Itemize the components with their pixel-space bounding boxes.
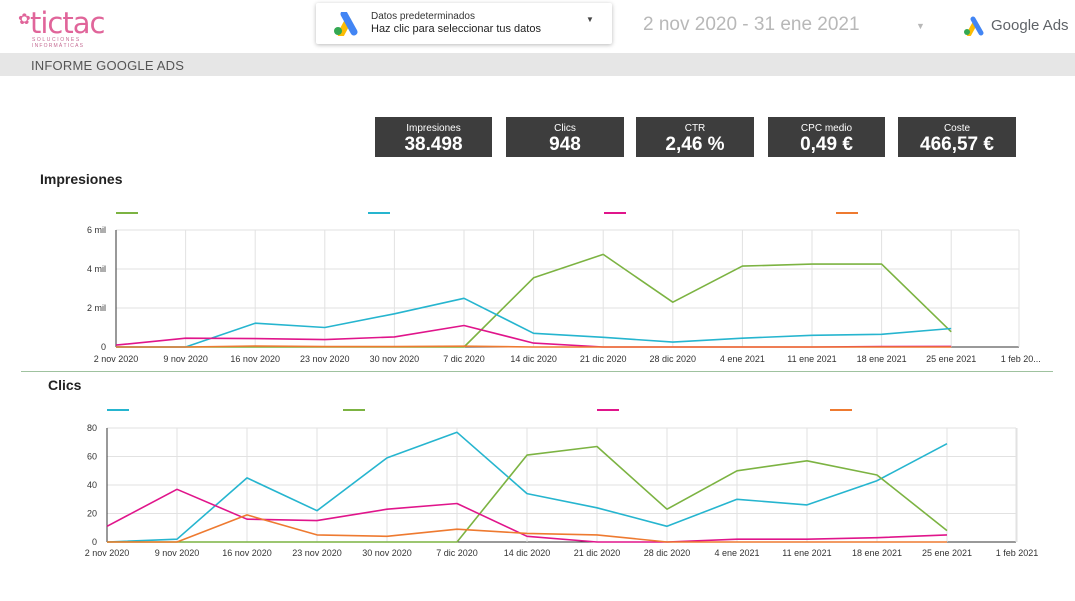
report-title: INFORME GOOGLE ADS bbox=[31, 58, 185, 73]
kpi-label: Clics bbox=[554, 123, 576, 134]
series-line[interactable] bbox=[116, 253, 952, 348]
y-tick-label: 80 bbox=[87, 423, 97, 433]
series-line[interactable] bbox=[106, 488, 948, 543]
kpi-coste[interactable]: Coste 466,57 € bbox=[898, 117, 1016, 157]
google-ads-label: Google Ads bbox=[991, 17, 1069, 34]
kpi-ctr[interactable]: CTR 2,46 % bbox=[636, 117, 754, 157]
kpi-label: Coste bbox=[943, 123, 971, 134]
kpi-label: Impresiones bbox=[406, 123, 461, 134]
x-tick-label: 30 nov 2020 bbox=[362, 548, 412, 558]
x-tick-label: 14 dic 2020 bbox=[510, 354, 557, 364]
date-range-text: 2 nov 2020 - 31 ene 2021 bbox=[643, 14, 860, 35]
clics-line-chart[interactable]: 0 20 40 60 80 2 nov 2020 9 nov 2020 16 nov 2020… bbox=[0, 400, 1075, 570]
x-tick-label: 1 feb 2021 bbox=[996, 548, 1039, 558]
x-tick-label: 18 ene 2021 bbox=[857, 354, 907, 364]
y-tick-label: 6 mil bbox=[87, 225, 106, 235]
kpi-value: 38.498 bbox=[404, 134, 463, 155]
google-ads-logo-icon bbox=[964, 16, 984, 36]
y-tick-label: 20 bbox=[87, 509, 97, 519]
x-tick-label: 4 ene 2021 bbox=[714, 548, 759, 558]
x-tick-label: 28 dic 2020 bbox=[644, 548, 691, 558]
x-tick-label: 11 ene 2021 bbox=[787, 354, 836, 364]
x-tick-label: 23 nov 2020 bbox=[300, 354, 350, 364]
x-tick-label: 16 nov 2020 bbox=[222, 548, 272, 558]
kpi-value: 2,46 % bbox=[665, 134, 725, 155]
series-line[interactable] bbox=[106, 431, 948, 543]
series-line[interactable] bbox=[107, 514, 947, 543]
chart-title-impresiones: Impresiones bbox=[40, 171, 123, 187]
x-tick-label: 23 nov 2020 bbox=[292, 548, 342, 558]
y-tick-label: 60 bbox=[87, 452, 97, 462]
y-tick-label: 0 bbox=[92, 537, 97, 547]
kpi-clics[interactable]: Clics 948 bbox=[506, 117, 624, 157]
chart-title-clics: Clics bbox=[48, 377, 82, 393]
x-tick-label: 18 ene 2021 bbox=[852, 548, 902, 558]
kpi-label: CTR bbox=[684, 123, 706, 134]
x-tick-label: 1 feb 20... bbox=[1001, 354, 1041, 364]
x-tick-label: 25 ene 2021 bbox=[922, 548, 972, 558]
kpi-value: 948 bbox=[549, 134, 581, 155]
section-divider bbox=[21, 371, 1053, 372]
kpi-value: 466,57 € bbox=[920, 134, 994, 155]
data-source-title: Datos predeterminados bbox=[371, 11, 475, 22]
flower-icon: ✿ bbox=[18, 11, 31, 28]
x-tick-label: 30 nov 2020 bbox=[370, 354, 420, 364]
chevron-down-icon: ▼ bbox=[916, 21, 925, 31]
series-line[interactable] bbox=[107, 445, 948, 543]
series-line[interactable] bbox=[116, 297, 952, 348]
x-tick-label: 7 dic 2020 bbox=[436, 548, 478, 558]
data-source-selector[interactable]: Datos predeterminados Haz clic para sele… bbox=[316, 3, 612, 44]
chevron-down-icon: ▼ bbox=[586, 15, 594, 24]
tictac-logo: ✿ tictac SOLUCIONES INFORMÁTICAS bbox=[18, 6, 105, 49]
impresiones-line-chart[interactable]: 0 2 mil 4 mil 6 mil 2 nov 2020 9 nov 2020 16 n… bbox=[0, 200, 1075, 370]
x-tick-label: 21 dic 2020 bbox=[580, 354, 627, 364]
x-tick-label: 2 nov 2020 bbox=[94, 354, 139, 364]
x-tick-label: 25 ene 2021 bbox=[926, 354, 976, 364]
x-tick-label: 16 nov 2020 bbox=[230, 354, 280, 364]
google-ads-icon bbox=[334, 12, 358, 36]
y-tick-label: 40 bbox=[87, 480, 97, 490]
x-tick-label: 9 nov 2020 bbox=[163, 354, 208, 364]
x-tick-label: 28 dic 2020 bbox=[650, 354, 697, 364]
kpi-label: CPC medio bbox=[800, 123, 853, 134]
kpi-impresiones[interactable]: Impresiones 38.498 bbox=[375, 117, 492, 157]
kpi-cpc-medio[interactable]: CPC medio 0,49 € bbox=[768, 117, 885, 157]
kpi-value: 0,49 € bbox=[800, 134, 853, 155]
y-tick-label: 4 mil bbox=[87, 264, 106, 274]
x-tick-label: 14 dic 2020 bbox=[504, 548, 551, 558]
logo-tagline: SOLUCIONES bbox=[32, 37, 81, 43]
y-tick-label: 2 mil bbox=[87, 303, 106, 313]
data-source-subtitle: Haz clic para seleccionar tus datos bbox=[371, 23, 541, 35]
x-tick-label: 4 ene 2021 bbox=[720, 354, 765, 364]
logo-tagline-2: INFORMÁTICAS bbox=[32, 43, 85, 49]
report-title-bar: INFORME GOOGLE ADS bbox=[0, 53, 1075, 76]
logo-brand-text: tictac bbox=[30, 6, 105, 40]
x-tick-label: 11 ene 2021 bbox=[782, 548, 831, 558]
x-tick-label: 7 dic 2020 bbox=[443, 354, 485, 364]
y-tick-label: 0 bbox=[101, 342, 106, 352]
x-tick-label: 9 nov 2020 bbox=[155, 548, 200, 558]
series-line[interactable] bbox=[116, 345, 952, 348]
x-tick-label: 21 dic 2020 bbox=[574, 548, 621, 558]
x-tick-label: 2 nov 2020 bbox=[85, 548, 130, 558]
